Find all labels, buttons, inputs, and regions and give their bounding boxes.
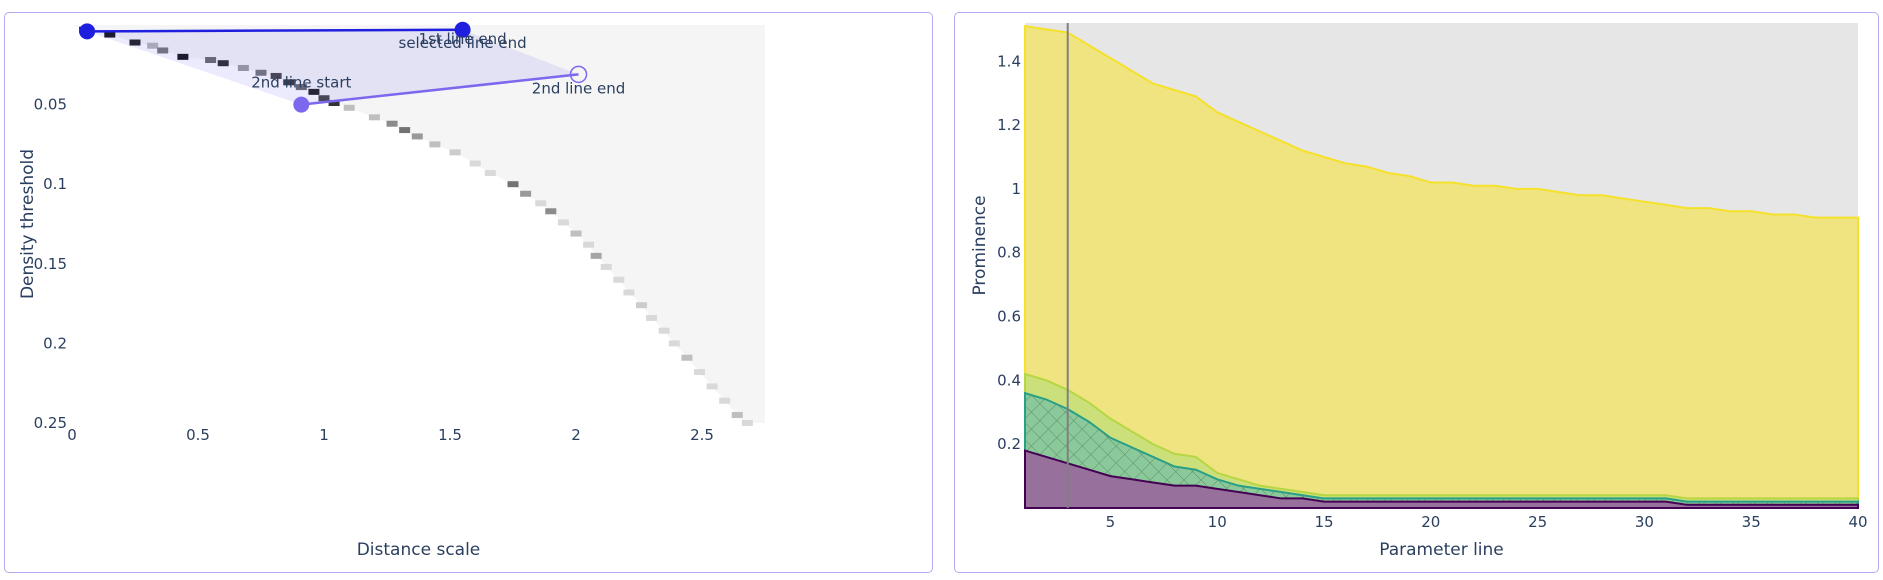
heatmap-cell[interactable] [545, 208, 557, 215]
y-tick-label: 0.05 [34, 96, 67, 114]
heatmap-cell[interactable] [270, 72, 282, 79]
second-line-end-handle[interactable] [569, 65, 588, 84]
y-tick-label: 1.2 [997, 116, 1021, 134]
x-tick-label: 0.5 [186, 426, 210, 444]
x-tick-label: 15 [1314, 513, 1333, 531]
heatmap-cell[interactable] [399, 127, 411, 134]
y-tick-label: 0.4 [997, 371, 1021, 389]
heatmap-cell[interactable] [613, 276, 625, 283]
annotation-label: 2nd line end [532, 79, 625, 97]
x-tick-label: 25 [1528, 513, 1547, 531]
heatmap-cell[interactable] [658, 327, 670, 334]
left-panel: 0 0.5 1 1.5 2 2.5 0.05 0.1 0.15 0.2 0.25 Distance… [4, 12, 933, 573]
right-panel: 5 10 15 20 25 30 35 40 0.2 0.4 0.6 0.8 1 1.2 1.4 Para… [954, 12, 1879, 573]
heatmap-cell[interactable] [570, 230, 582, 237]
y-tick-label: 1.4 [997, 52, 1021, 70]
density-distance-heatmap[interactable]: 0 0.5 1 1.5 2 2.5 0.05 0.1 0.15 0.2 0.25 Distance… [5, 13, 932, 572]
heatmap-cell[interactable] [343, 104, 355, 111]
heatmap-cell[interactable] [741, 420, 753, 426]
x-tick-label: 1.5 [438, 426, 462, 444]
heatmap-cell[interactable] [693, 369, 705, 376]
y-tick-label: 0.2 [997, 435, 1021, 453]
second-line[interactable] [301, 73, 579, 106]
heatmap-cell[interactable] [368, 114, 380, 121]
heatmap-cell[interactable] [681, 354, 693, 361]
y-tick-label: 0.2 [43, 334, 67, 352]
heatmap-cell[interactable] [719, 397, 731, 404]
annotation-label: selected line end [399, 34, 527, 52]
unstable-region [72, 25, 765, 423]
heatmap-cell[interactable] [129, 39, 141, 46]
heatmap-cell[interactable] [535, 200, 547, 207]
heatmap-cell[interactable] [318, 95, 330, 102]
heatmap-cell[interactable] [583, 241, 595, 248]
heatmap-cell[interactable] [623, 289, 635, 296]
heatmap-cell[interactable] [520, 190, 532, 197]
x-tick-label: 20 [1421, 513, 1440, 531]
heatmap-cell[interactable] [449, 149, 461, 156]
x-tick-label: 0 [67, 426, 77, 444]
first-line-end-handle[interactable] [454, 21, 471, 38]
area-series-1[interactable] [1024, 25, 1859, 509]
heatmap-cell[interactable] [237, 64, 249, 71]
heatmap-cell[interactable] [283, 79, 295, 86]
heatmap-cell[interactable] [636, 302, 648, 309]
y-tick-label: 0.6 [997, 308, 1021, 326]
heatmap-cell[interactable] [484, 170, 496, 177]
heatmap-cell[interactable] [177, 53, 189, 60]
heatmap-cell[interactable] [217, 60, 229, 67]
heatmap-cell[interactable] [600, 263, 612, 270]
x-tick-label: 1 [319, 426, 329, 444]
x-tick-label: 40 [1848, 513, 1867, 531]
heatmap-cell[interactable] [205, 57, 217, 64]
heatmap-cell[interactable] [706, 383, 718, 390]
x-tick-label: 2.5 [690, 426, 714, 444]
y-tick-label: 0.8 [997, 244, 1021, 262]
heatmap-cell[interactable] [308, 88, 320, 95]
heatmap-cell[interactable] [557, 219, 569, 226]
annotation-label: 2nd line start [251, 74, 351, 92]
y-tick-label: 1 [1011, 180, 1021, 198]
heatmap-cell[interactable] [411, 133, 423, 140]
heatmap-cell[interactable] [386, 120, 398, 127]
heatmap-cell[interactable] [469, 160, 481, 167]
selection-region [87, 29, 579, 105]
annotation-label: 1st line end [419, 30, 507, 48]
prominence-area-chart[interactable]: 5 10 15 20 25 30 35 40 0.2 0.4 0.6 0.8 1 1.2 1.4 Para… [955, 13, 1878, 572]
first-line-start-handle[interactable] [79, 23, 96, 40]
heatmap-cell[interactable] [429, 141, 441, 148]
heatmap-cell[interactable] [590, 252, 602, 259]
x-tick-label: 35 [1742, 513, 1761, 531]
x-tick-label: 10 [1208, 513, 1227, 531]
y-axis-title: Prominence [970, 195, 990, 295]
y-tick-label: 0.15 [34, 255, 67, 273]
heatmap-cell[interactable] [328, 100, 340, 107]
heatmap-cell[interactable] [646, 314, 658, 321]
y-tick-label: 0.25 [34, 414, 67, 432]
x-tick-label: 5 [1106, 513, 1116, 531]
heatmap-cell[interactable] [147, 42, 159, 49]
x-axis-title: Parameter line [1379, 540, 1504, 560]
x-axis-title: Distance scale [357, 540, 481, 560]
heatmap-cell[interactable] [157, 47, 169, 54]
x-tick-label: 30 [1635, 513, 1654, 531]
area-series-4[interactable] [1024, 449, 1859, 509]
x-tick-label: 2 [571, 426, 581, 444]
y-tick-label: 0.1 [43, 175, 67, 193]
first-line[interactable] [87, 28, 463, 33]
second-line-start-handle[interactable] [293, 96, 310, 113]
heatmap-cell[interactable] [255, 69, 267, 76]
heatmap-cell[interactable] [104, 31, 116, 38]
y-axis-title: Density threshold [18, 149, 38, 299]
heatmap-cell[interactable] [668, 340, 680, 347]
heatmap-cell[interactable] [731, 412, 743, 419]
heatmap-cell[interactable] [507, 181, 519, 188]
heatmap-cell[interactable] [295, 84, 307, 91]
